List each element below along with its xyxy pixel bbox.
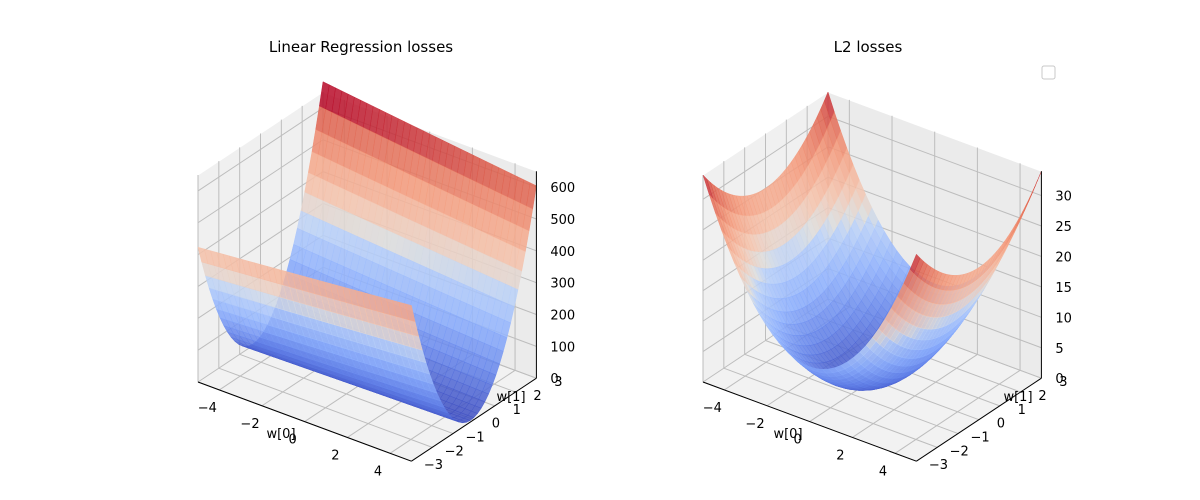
z-tick-label: 25: [1055, 220, 1072, 235]
y-axis-line: [411, 377, 537, 462]
z-tick-label: 0: [550, 372, 558, 387]
chart-title: Linear Regression losses: [269, 38, 453, 56]
y-tick-label: −1: [465, 431, 484, 446]
grid-line: [723, 367, 938, 448]
z-tick-label: 600: [550, 181, 575, 196]
x-tick-label: −4: [703, 401, 722, 416]
chart-title: L2 losses: [834, 38, 903, 56]
y-axis-label: w[1]: [1003, 390, 1032, 405]
legend-box: [1041, 65, 1056, 80]
z-tick-label: 20: [1055, 250, 1072, 265]
y-axis-label: w[1]: [496, 390, 525, 405]
z-tick-label: 0: [1055, 372, 1063, 387]
grid-line: [744, 353, 959, 435]
y-tick-label: 3: [554, 375, 562, 390]
x-axis-label: w[0]: [773, 427, 802, 442]
x-tick-label: 2: [331, 448, 339, 463]
y-tick-label: 2: [533, 389, 541, 404]
x-tick-label: 2: [836, 448, 844, 463]
surface-patch: [404, 303, 416, 322]
x-tick-label: 0: [794, 433, 802, 448]
x-axis-line: [197, 381, 412, 462]
grid-line: [239, 353, 454, 435]
z-tick-label: 5: [1055, 342, 1063, 357]
x-tick-label: −2: [240, 417, 259, 432]
grid-line: [218, 367, 433, 448]
y-tick-label: 1: [1018, 403, 1026, 418]
y-tick-label: 2: [1038, 389, 1046, 404]
y-tick-label: 0: [997, 417, 1005, 432]
surface-patch: [909, 253, 921, 274]
z-tick-label: 15: [1055, 281, 1072, 296]
y-axis-line: [916, 377, 1042, 462]
z-tick-label: 500: [550, 213, 575, 228]
z-tick-label: 300: [550, 277, 575, 292]
z-tick-label: 100: [550, 340, 575, 355]
x-tick-label: 4: [374, 464, 382, 479]
loss-surface: [702, 91, 1042, 391]
y-tick-label: 3: [1059, 375, 1067, 390]
z-tick-label: 10: [1055, 311, 1072, 326]
y-tick-label: −2: [445, 444, 464, 459]
x-tick-label: 4: [879, 464, 887, 479]
y-tick-label: −2: [950, 444, 969, 459]
x-tick-label: −4: [198, 401, 217, 416]
y-tick-label: −1: [970, 431, 989, 446]
x-tick-label: −2: [745, 417, 764, 432]
y-tick-label: −3: [424, 458, 443, 473]
x-axis-label: w[0]: [266, 427, 295, 442]
z-tick-label: 30: [1055, 190, 1072, 205]
x-tick-label: 0: [289, 433, 297, 448]
loss-surface: [197, 81, 537, 424]
z-tick-label: 200: [550, 309, 575, 324]
z-tick-label: 400: [550, 245, 575, 260]
x-axis-line: [702, 381, 917, 462]
y-tick-label: 1: [513, 403, 521, 418]
y-tick-label: 0: [492, 417, 500, 432]
y-tick-label: −3: [929, 458, 948, 473]
